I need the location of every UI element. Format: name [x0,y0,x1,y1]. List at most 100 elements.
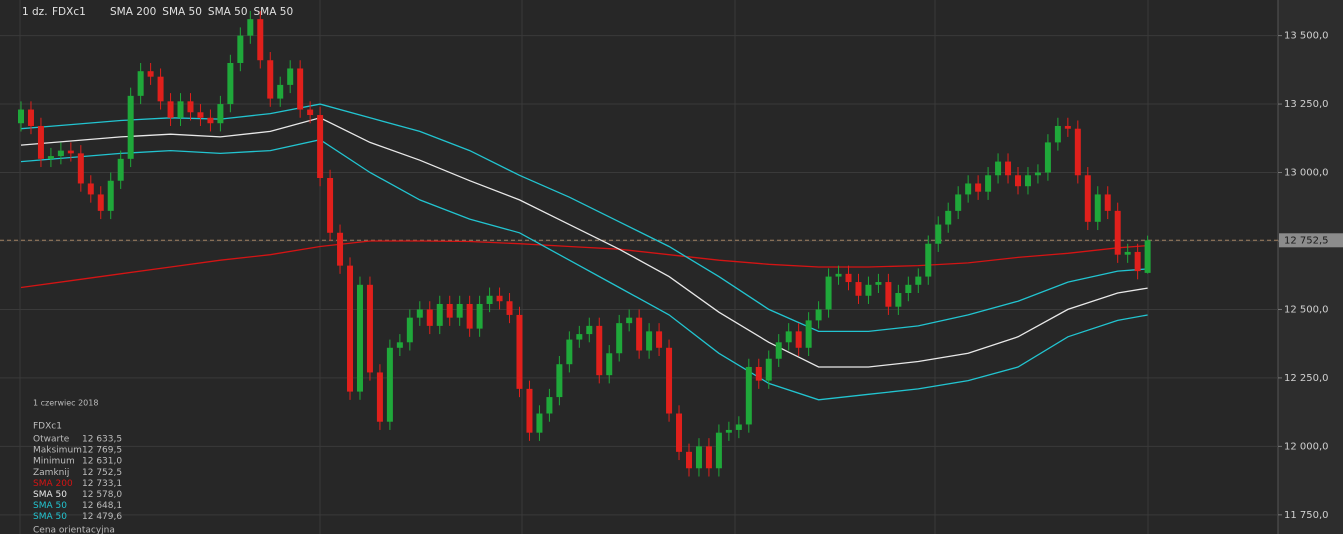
candle-body [57,150,64,157]
sma-line [20,139,1148,401]
candle-body [356,284,363,392]
candle-body [187,101,194,113]
candle-body [965,183,972,195]
candle-body [307,109,314,116]
candle-body [376,372,383,422]
candle-body [446,303,453,318]
candle-body [37,125,44,159]
y-tick-label: 12 000,0 [1284,441,1329,452]
candle-body [1005,161,1012,176]
candle-body [1104,194,1111,211]
info-value: 12 752,5 [82,468,122,478]
info-date: 1 czerwiec 2018 [33,399,98,408]
candle-body [87,183,94,195]
info-label: Maksimum [33,446,82,456]
candle-body [436,303,443,326]
candle-body [516,314,523,389]
candle-body [277,84,284,99]
candles [18,10,1151,477]
sma-line [20,240,1148,289]
candle-body [197,112,204,118]
candle-body [1084,175,1091,222]
candle-body [237,35,244,63]
candle-body [496,295,503,302]
legend: SMA 200 SMA 50 SMA 50 SMA 50 [110,6,293,18]
candle-body [895,293,902,307]
candle-body [406,317,413,343]
info-symbol: FDXc1 [33,422,62,432]
candle-body [1124,251,1131,255]
candle-body [755,366,762,381]
candle-body [297,68,304,110]
candle-body [945,210,952,225]
info-label: Otwarte [33,435,70,445]
vertical-grid [19,0,1149,534]
candle-body [1044,142,1051,173]
candle-body [47,156,54,159]
candle-body [1094,194,1101,222]
candle-body [67,150,74,154]
info-value: 12 479,6 [82,512,122,522]
candle-body [1114,210,1121,255]
candle-body [616,323,623,354]
info-footer: Cena orientacyjna [33,526,115,534]
candle-body [795,331,802,348]
candle-body [815,309,822,321]
y-tick-label: 13 250,0 [1284,99,1329,110]
legend-entry: SMA 50 [208,6,248,18]
period: 1 dz. [22,6,48,18]
candle-body [586,325,593,335]
candle-body [167,101,174,118]
candle-body [1074,128,1081,176]
candle-body [915,276,922,285]
candle-body [18,109,24,124]
candle-body [995,161,1002,176]
candle-body [985,175,992,192]
y-tick-label: 12 500,0 [1284,304,1329,315]
candle-body [426,309,433,326]
candle-body [735,424,742,430]
candle-body [805,320,812,348]
candle-body [636,317,643,351]
candle-body [526,388,533,433]
candle-body [466,303,473,329]
candle-body [1015,175,1021,187]
y-axis: 11 750,012 000,012 250,012 500,012 750,0… [1278,31,1343,521]
candle-body [685,451,692,469]
candle-body [147,71,154,77]
grid [0,35,1278,516]
candle-body [456,303,463,318]
candle-body [1064,125,1071,129]
candle-body [506,301,513,315]
candle-body [217,104,224,124]
info-value: 12 633,5 [82,435,122,445]
candle-body [566,339,573,365]
candle-body [416,309,423,318]
candle-body [975,183,982,192]
candle-body [107,180,114,211]
axis-panel [1278,0,1343,534]
candle-body [227,62,234,105]
candle-body [347,265,354,392]
y-tick-label: 13 000,0 [1284,168,1329,179]
candle-body [546,397,553,414]
candle-body [1134,251,1141,272]
candle-body [317,115,324,178]
candle-body [1024,175,1031,187]
last-price-label: 12 752,5 [1284,235,1329,246]
info-label: SMA 50 [33,490,67,500]
candle-body [396,342,403,348]
sma-line [20,117,1148,368]
legend-entry: SMA 200 [110,6,156,18]
info-value: 12 648,1 [82,501,122,511]
candle-body [955,194,962,211]
info-value: 12 733,1 [82,479,122,489]
candle-body [576,334,583,340]
last-price-box [1279,233,1343,248]
info-value: 12 631,0 [82,457,122,467]
candle-body [137,71,144,96]
y-tick-label: 13 500,0 [1284,31,1329,42]
legend-entry: SMA 50 [162,6,202,18]
